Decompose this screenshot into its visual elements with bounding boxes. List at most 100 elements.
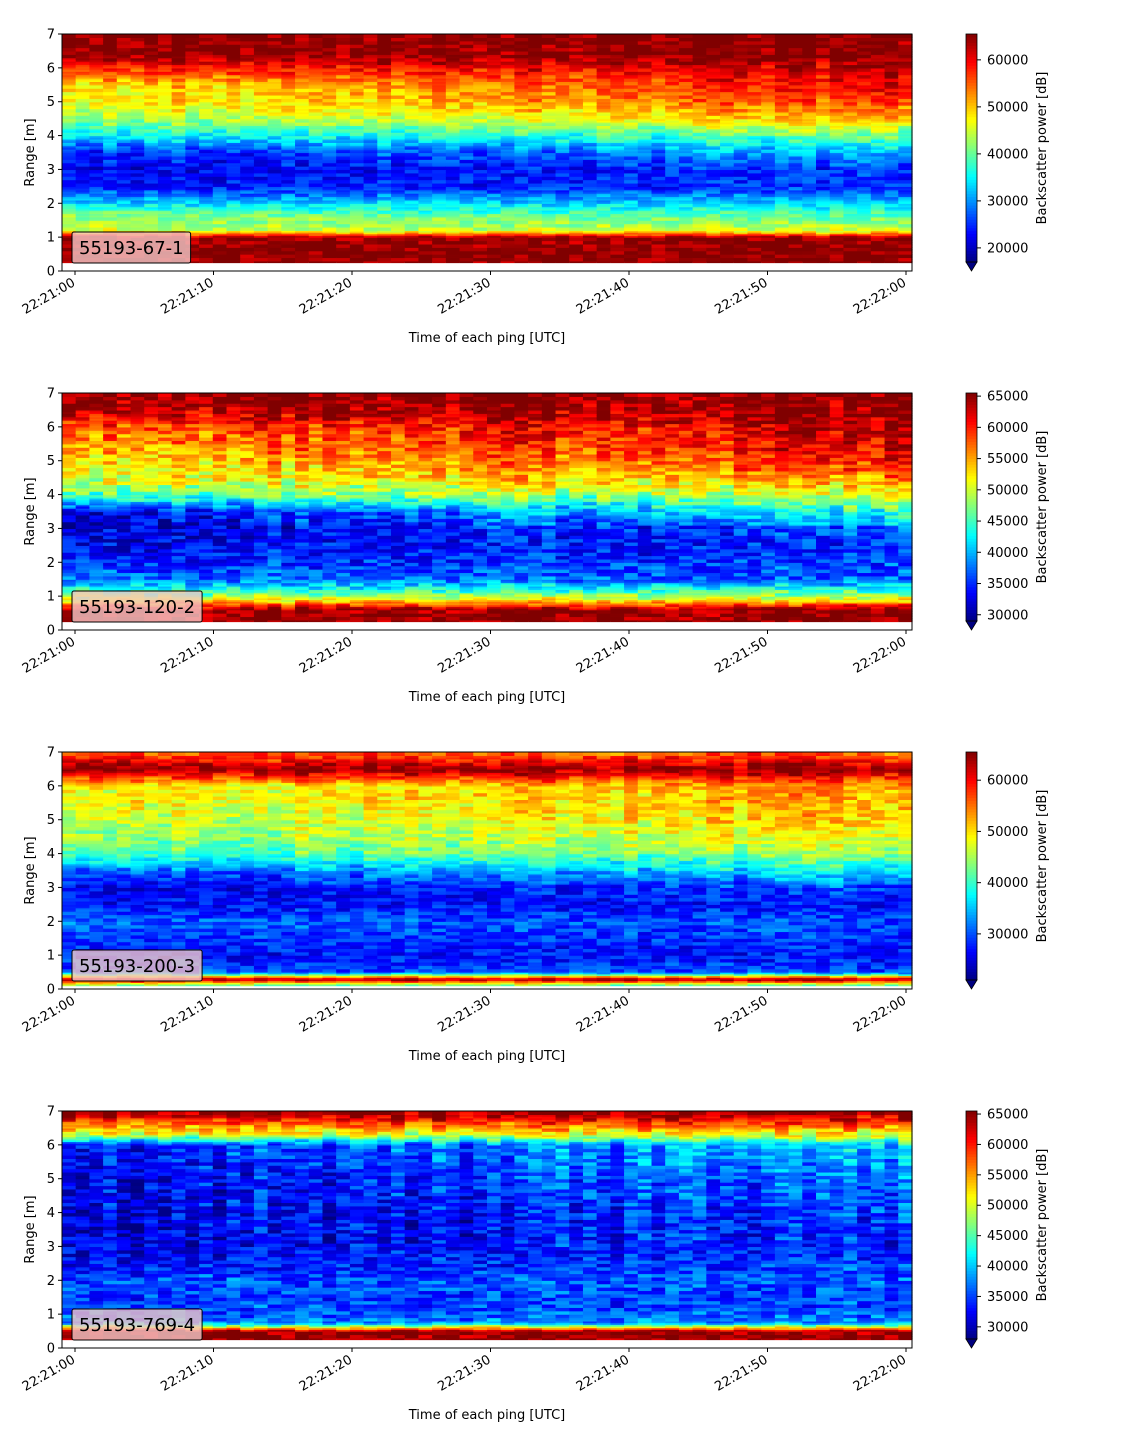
heatmap-cell [459,213,474,216]
heatmap-cell [171,83,186,86]
heatmap-cell [404,181,420,184]
heatmap-cell [459,232,474,235]
heatmap-cell [404,108,420,111]
heatmap-cell [308,56,324,59]
heatmap-cell [171,182,186,186]
heatmap-cell [336,116,351,120]
heatmap-cell [199,96,214,99]
heatmap-cell [267,71,282,74]
heatmap-cell [349,252,365,255]
heatmap-cell [418,189,433,193]
heatmap-cell [500,144,516,147]
heatmap-cell [144,96,159,99]
heatmap-cell [240,142,255,145]
heatmap-cell [459,88,474,91]
heatmap-cell [487,201,502,204]
heatmap-cell [171,56,186,59]
heatmap-cell [253,103,269,106]
heatmap-cell [144,226,159,230]
heatmap-cell [308,106,324,110]
heatmap-cell [185,154,200,157]
heatmap-cell [391,159,406,162]
heatmap-cell [130,122,145,125]
heatmap-cell [528,182,543,186]
heatmap-cell [514,52,529,55]
heatmap-cell [226,137,241,140]
heatmap-cell [295,235,310,238]
heatmap-cell [240,69,255,72]
heatmap-cell [116,226,132,230]
heatmap-cell [171,78,186,81]
heatmap-cell [212,259,228,262]
heatmap-cell [157,115,173,118]
heatmap-cell [432,265,447,269]
heatmap-cell [322,240,337,243]
heatmap-cell [473,89,488,93]
heatmap-cell [336,179,351,182]
heatmap-cell [432,199,447,203]
heatmap-cell [514,162,529,165]
heatmap-cell [75,189,91,193]
heatmap-cell [157,42,173,45]
heatmap-cell [487,226,502,230]
heatmap-cell [157,122,173,125]
heatmap-cell [391,59,406,62]
heatmap-cell [445,250,461,253]
heatmap-cell [295,220,310,223]
heatmap-cell [391,223,406,226]
heatmap-cell [267,150,282,154]
heatmap-cell [75,100,91,103]
heatmap-cell [308,215,324,218]
heatmap-cell [157,166,173,169]
heatmap-cell [404,206,420,209]
heatmap-cell [363,172,378,176]
heatmap-cell [144,125,159,128]
heatmap-cell [144,215,159,218]
heatmap-cell [185,186,200,189]
heatmap-cell [308,128,324,132]
heatmap-cell [281,174,296,177]
heatmap-cell [418,61,433,64]
heatmap-cell [116,155,132,159]
heatmap-cell [473,210,488,213]
heatmap-cell [541,264,557,267]
heatmap-cell [185,149,200,152]
heatmap-cell [62,201,77,204]
heatmap-cell [295,250,310,253]
heatmap-cell [226,35,241,38]
heatmap-cell [253,184,269,187]
heatmap-cell [157,57,173,60]
heatmap-cell [295,264,310,267]
heatmap-cell [377,113,392,116]
heatmap-cell [212,128,228,132]
heatmap-cell [185,54,200,57]
heatmap-cell [391,44,406,47]
heatmap-cell [116,49,132,52]
heatmap-cell [363,67,378,71]
heatmap-cell [363,103,378,106]
heatmap-cell [500,115,516,118]
heatmap-cell [349,242,365,245]
heatmap-cell [75,174,91,177]
heatmap-cell [336,223,351,226]
heatmap-cell [89,157,104,160]
heatmap-cell [514,89,529,93]
heatmap-cell [226,59,241,62]
heatmap-cell [459,61,474,64]
heatmap-cell [377,44,392,47]
heatmap-cell [308,194,324,198]
heatmap-cell [130,167,145,171]
heatmap-cell [103,144,118,147]
heatmap-cell [144,182,159,186]
heatmap-cell [157,215,173,218]
heatmap-cell [418,152,433,155]
heatmap-cell [281,169,296,172]
heatmap-cell [171,265,186,269]
heatmap-cell [226,54,241,57]
heatmap-cell [445,37,461,40]
heatmap-cell [103,86,118,89]
heatmap-cell [75,123,91,127]
heatmap-cell [116,179,132,182]
heatmap-cell [103,167,118,171]
heatmap-cell [281,159,296,162]
